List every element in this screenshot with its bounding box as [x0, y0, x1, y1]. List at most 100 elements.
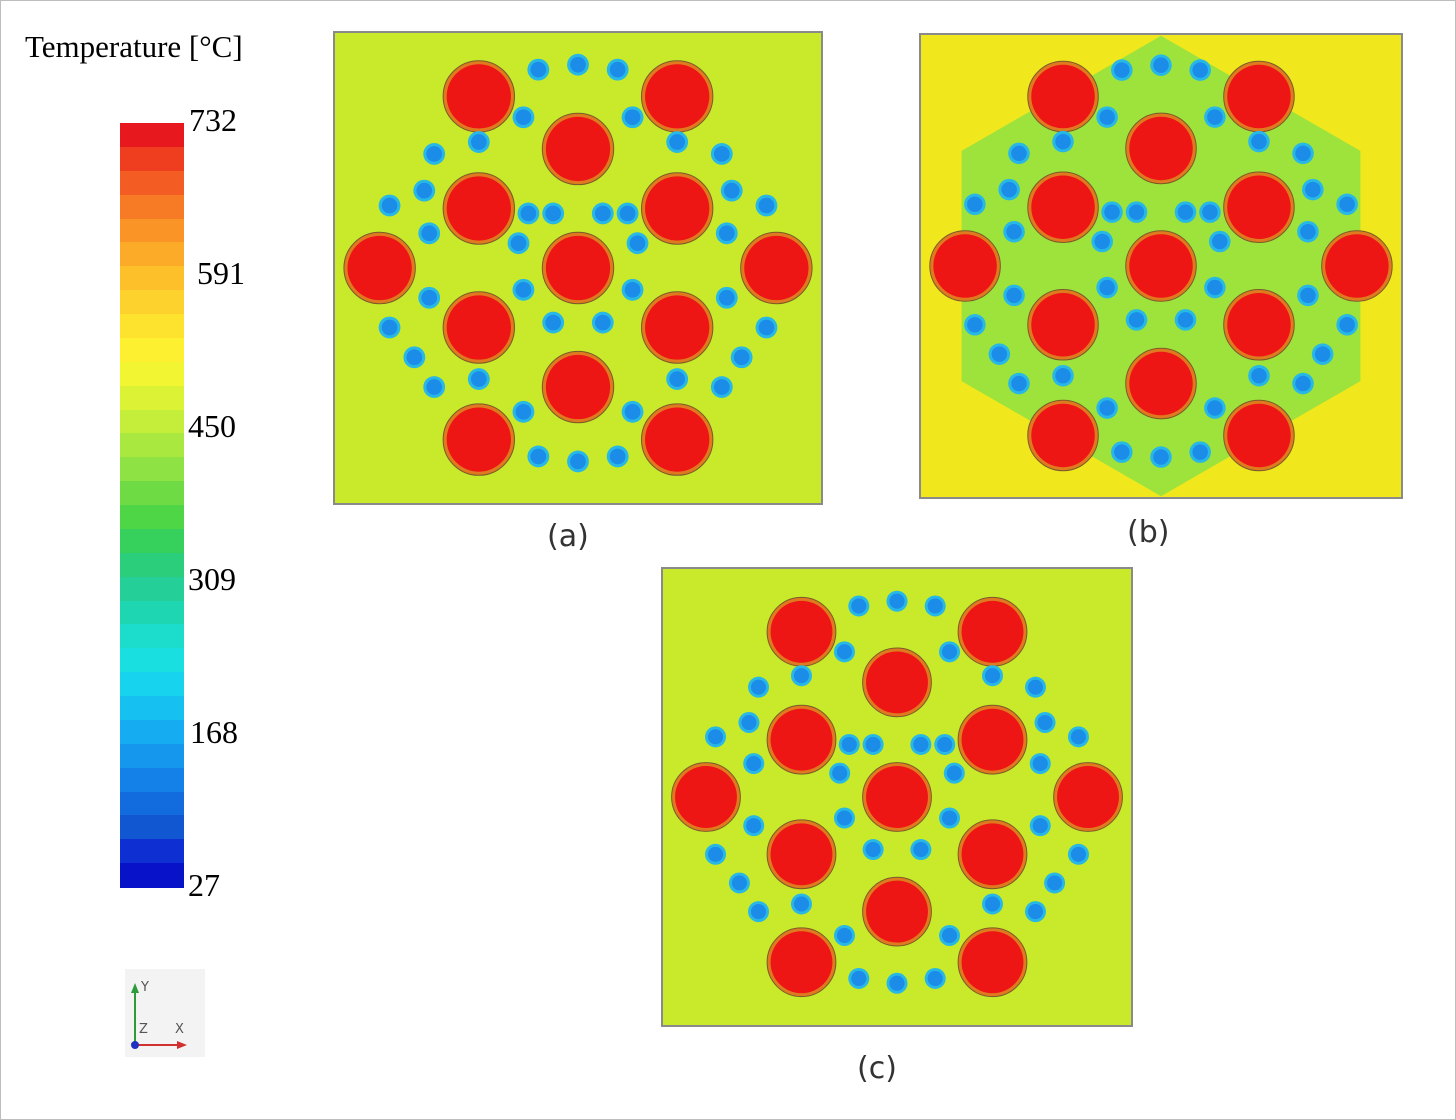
fuel-rod: [446, 295, 511, 360]
coolant-channel: [515, 281, 532, 298]
coolant-channel: [1295, 375, 1311, 392]
colorbar-band: [120, 672, 184, 697]
fuel-rod: [645, 64, 710, 129]
coolant-channel: [1006, 287, 1022, 304]
legend-tick-27: 27: [188, 867, 220, 903]
coolant-channel: [758, 319, 775, 336]
coolant-channel: [836, 927, 853, 944]
coolant-channel: [1006, 223, 1022, 240]
colorbar-band: [120, 314, 184, 339]
coolant-channel: [713, 146, 730, 162]
fuel-rod: [645, 407, 710, 472]
coolant-channel: [1314, 346, 1331, 362]
coolant-channel: [836, 644, 853, 660]
fuel-rod: [961, 708, 1024, 771]
coolant-channel: [545, 205, 562, 222]
coolant-channel: [381, 197, 398, 214]
coolant-channel: [1094, 233, 1110, 250]
axis-label-x: X: [175, 1022, 184, 1037]
coolant-channel: [941, 927, 958, 944]
coolant-channel: [913, 841, 929, 858]
coolant-channel: [1055, 367, 1071, 384]
coolant-channel: [1207, 279, 1223, 296]
coolant-channel: [1011, 375, 1027, 392]
coolant-channel: [1300, 223, 1316, 240]
coolant-channel: [515, 109, 532, 126]
temperature-colorbar: [120, 123, 184, 888]
caption-a: (a): [547, 519, 589, 554]
colorbar-band: [120, 719, 184, 745]
fuel-rod: [545, 354, 611, 420]
coolant-channel: [1305, 181, 1321, 198]
fuel-rod: [545, 116, 611, 182]
coolant-channel: [836, 810, 853, 826]
coolant-channel: [426, 379, 443, 395]
coolant-channel: [530, 448, 547, 465]
fuel-rod: [1227, 403, 1291, 468]
coolant-channel: [594, 205, 611, 222]
coolant-channel: [1207, 400, 1223, 416]
coolant-channel: [624, 109, 641, 126]
coolant-channel: [1027, 904, 1044, 920]
fuel-rod: [866, 651, 928, 714]
coolant-channel: [470, 371, 487, 387]
coolant-channel: [470, 134, 487, 150]
colorbar-band: [120, 815, 184, 840]
coolant-channel: [1001, 181, 1017, 198]
coolant-channel: [1070, 729, 1087, 745]
fuel-rod: [1031, 293, 1095, 357]
coolant-channel: [927, 598, 943, 614]
coolant-channel: [416, 182, 433, 199]
colorbar-band: [120, 528, 184, 554]
coolant-channel: [1114, 62, 1130, 78]
coolant-channel: [520, 205, 537, 222]
coolant-channel: [1011, 145, 1027, 162]
colorbar-band: [120, 170, 184, 196]
coolant-channel: [1099, 109, 1115, 125]
coolant-channel: [669, 134, 686, 150]
coolant-channel: [1295, 145, 1311, 162]
coolant-channel: [421, 225, 438, 242]
fuel-rod: [1031, 175, 1095, 239]
coolant-channel: [1202, 204, 1218, 220]
coolant-channel: [851, 598, 867, 614]
coolant-channel: [832, 765, 848, 781]
coolant-channel: [927, 970, 943, 987]
colorbar-band: [120, 505, 184, 530]
fuel-rod: [645, 176, 710, 241]
colorbar-band: [120, 576, 184, 602]
coolant-channel: [984, 896, 1001, 912]
coolant-channel: [1070, 846, 1087, 862]
fuel-rod: [1129, 116, 1193, 181]
coolant-channel: [1339, 317, 1355, 333]
colorbar-band: [120, 146, 184, 172]
assembly-svg: [663, 569, 1131, 1025]
fuel-rod: [1325, 234, 1389, 298]
legend-tick-309: 309: [188, 561, 236, 597]
fuel-rod: [675, 766, 737, 828]
coolant-channel: [1207, 109, 1223, 125]
coolant-channel: [1104, 204, 1120, 220]
coolant-channel: [713, 379, 730, 395]
fuel-rod: [961, 931, 1024, 994]
colorbar-band: [120, 433, 184, 458]
fuel-rod: [933, 234, 997, 298]
coolant-channel: [1032, 756, 1048, 772]
coolant-channel: [889, 593, 905, 609]
fuel-rod: [1227, 64, 1291, 129]
colorbar-band: [120, 743, 184, 769]
coolant-channel: [1032, 818, 1048, 834]
coolant-channel: [570, 453, 586, 470]
coolant-channel: [426, 146, 443, 162]
coolant-channel: [793, 896, 810, 912]
fuel-rod: [770, 708, 833, 771]
coolant-channel: [946, 765, 962, 781]
coolant-channel: [1251, 133, 1267, 150]
fuel-rod: [446, 176, 511, 241]
coolant-channel: [609, 61, 626, 78]
coolant-channel: [570, 56, 586, 73]
legend-tick-591: 591: [197, 255, 245, 291]
fuel-rod: [545, 235, 611, 301]
colorbar-band: [120, 123, 184, 148]
coolant-channel: [718, 225, 735, 242]
